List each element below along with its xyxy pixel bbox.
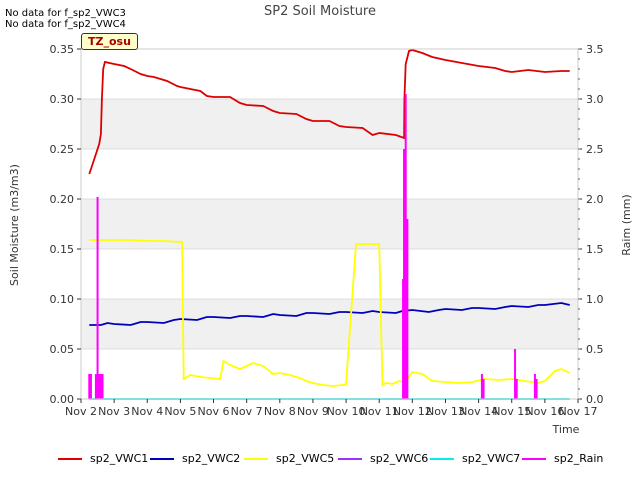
legend-swatch: [522, 457, 546, 460]
x-tick-label: Nov 2: [65, 405, 97, 418]
legend-label: sp2_VWC5: [276, 452, 335, 465]
x-tick-label: Nov 13: [426, 405, 465, 418]
x-tick-label: Nov 4: [131, 405, 163, 418]
series-line-sp2_VWC5: [89, 239, 571, 387]
legend-swatch: [430, 457, 454, 460]
legend-swatch: [58, 457, 82, 460]
x-tick-label: Nov 12: [393, 405, 432, 418]
legend-label: sp2_VWC1: [90, 452, 149, 465]
legend-item: sp2_VWC7: [430, 452, 520, 465]
x-tick-label: Nov 8: [264, 405, 296, 418]
x-tick-label: Nov 6: [198, 405, 230, 418]
legend-item: sp2_VWC1: [58, 452, 148, 465]
x-tick-label: Nov 15: [492, 405, 531, 418]
y-tick-label: 0.05: [50, 343, 75, 356]
y2-axis-label: Raim (mm): [620, 194, 633, 255]
y-tick-label: 0.20: [50, 193, 75, 206]
y-tick-label: 0.15: [50, 243, 75, 256]
plot-area: [80, 48, 579, 400]
x-tick-label: Nov 9: [297, 405, 329, 418]
timezone-badge: TZ_osu: [81, 33, 138, 50]
x-tick-label: Nov 7: [231, 405, 263, 418]
x-tick-label: Nov 16: [525, 405, 564, 418]
x-tick-label: Nov 11: [360, 405, 399, 418]
y-tick-label: 0.35: [50, 43, 75, 56]
y2-tick-label: 0.5: [586, 343, 604, 356]
y2-tick-label: 1.0: [586, 293, 604, 306]
no-data-note: No data for f_sp2_VWC4: [5, 19, 126, 30]
legend-swatch: [244, 457, 268, 460]
y-axis-label: Soil Moisture (m3/m3): [8, 164, 21, 286]
legend: sp2_VWC1 sp2_VWC2 sp2_VWC5 sp2_VWC6 sp2_VWC7…: [0, 452, 640, 470]
legend-item: sp2_VWC5: [244, 452, 334, 465]
background-band: [81, 99, 578, 149]
background-band: [81, 299, 578, 349]
y2-tick-label: 2.0: [586, 193, 604, 206]
chart-title: SP2 Soil Moisture: [264, 4, 376, 19]
x-tick-label: Nov 14: [459, 405, 498, 418]
no-data-note: No data for f_sp2_VWC3: [5, 8, 126, 19]
y2-tick-label: 2.5: [586, 143, 604, 156]
legend-item: sp2_Rain: [522, 452, 603, 465]
x-axis-label: Time: [552, 423, 580, 436]
y2-tick-label: 3.5: [586, 43, 604, 56]
y-tick-label: 0.30: [50, 93, 75, 106]
legend-swatch: [338, 457, 362, 460]
x-tick-label: Nov 5: [164, 405, 196, 418]
series-line-sp2_VWC2: [89, 302, 570, 326]
x-tick-label: Nov 10: [327, 405, 366, 418]
legend-label: sp2_VWC2: [182, 452, 241, 465]
x-tick-label: Nov 3: [98, 405, 130, 418]
legend-item: sp2_VWC2: [150, 452, 240, 465]
legend-label: sp2_VWC6: [370, 452, 429, 465]
y2-tick-label: 1.5: [586, 243, 604, 256]
y2-tick-label: 3.0: [586, 93, 604, 106]
y-tick-label: 0.10: [50, 293, 75, 306]
legend-label: sp2_Rain: [554, 452, 604, 465]
legend-swatch: [150, 457, 174, 460]
legend-item: sp2_VWC6: [338, 452, 428, 465]
legend-label: sp2_VWC7: [462, 452, 521, 465]
y-tick-label: 0.00: [50, 393, 75, 406]
y2-tick-label: 0.0: [586, 393, 604, 406]
x-tick-label: Nov 17: [559, 405, 598, 418]
series-line-sp2_VWC1: [88, 49, 570, 175]
y-tick-label: 0.25: [50, 143, 75, 156]
